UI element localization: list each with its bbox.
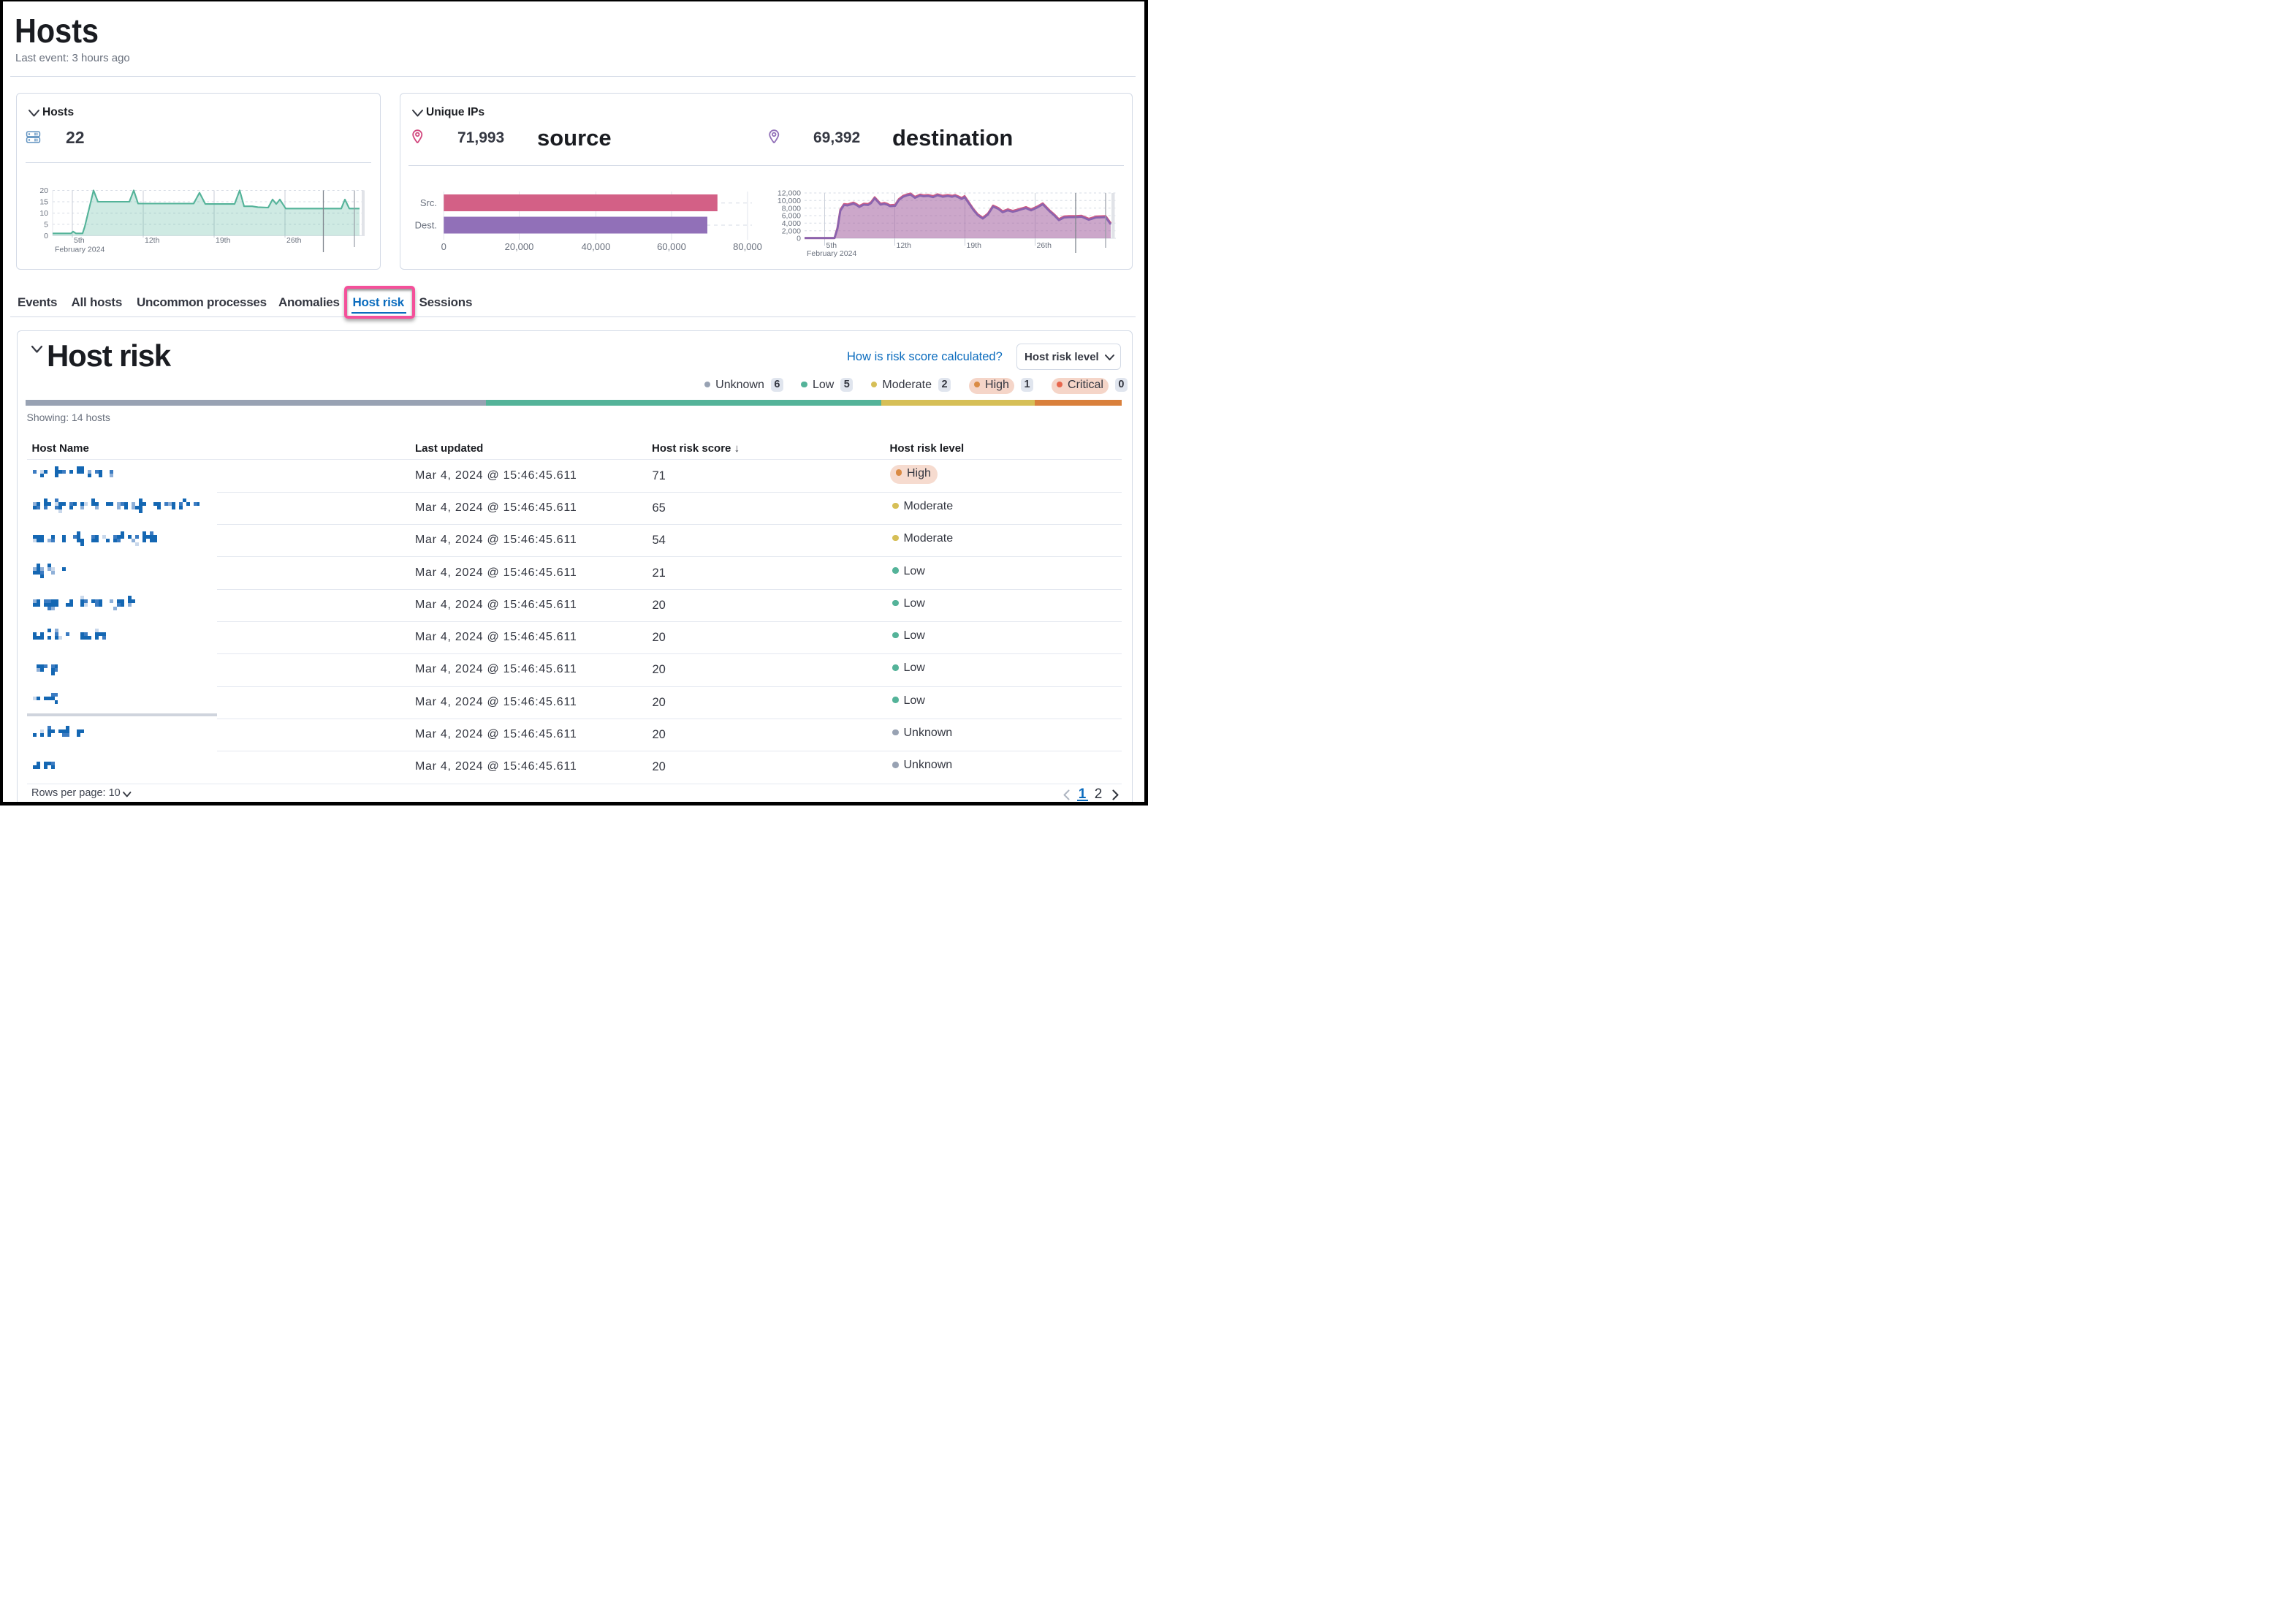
svg-text:2,000: 2,000 <box>782 227 801 235</box>
svg-text:0: 0 <box>797 235 801 243</box>
svg-text:20,000: 20,000 <box>505 241 534 252</box>
svg-text:5: 5 <box>44 221 48 230</box>
svg-text:20: 20 <box>39 186 48 195</box>
svg-text:0: 0 <box>441 241 446 252</box>
svg-text:February 2024: February 2024 <box>55 246 104 254</box>
svg-text:60,000: 60,000 <box>657 241 686 252</box>
svg-text:10: 10 <box>39 209 48 218</box>
svg-text:Dest.: Dest. <box>415 220 437 231</box>
svg-text:Src.: Src. <box>420 197 437 208</box>
svg-text:19th: 19th <box>216 236 231 245</box>
svg-text:12th: 12th <box>145 236 160 245</box>
svg-text:February 2024: February 2024 <box>807 249 856 258</box>
svg-text:26th: 26th <box>1037 241 1052 250</box>
svg-text:12,000: 12,000 <box>778 189 801 198</box>
svg-text:5th: 5th <box>74 236 85 245</box>
svg-text:80,000: 80,000 <box>733 241 762 252</box>
svg-text:4,000: 4,000 <box>782 219 801 228</box>
svg-text:12th: 12th <box>897 241 912 250</box>
svg-text:6,000: 6,000 <box>782 212 801 221</box>
svg-text:0: 0 <box>44 232 48 240</box>
svg-text:15: 15 <box>39 198 48 207</box>
svg-text:5th: 5th <box>826 241 837 250</box>
svg-text:10,000: 10,000 <box>778 197 801 205</box>
svg-text:26th: 26th <box>286 236 302 245</box>
svg-text:8,000: 8,000 <box>782 204 801 213</box>
svg-text:40,000: 40,000 <box>582 241 611 252</box>
svg-text:19th: 19th <box>967 241 982 250</box>
